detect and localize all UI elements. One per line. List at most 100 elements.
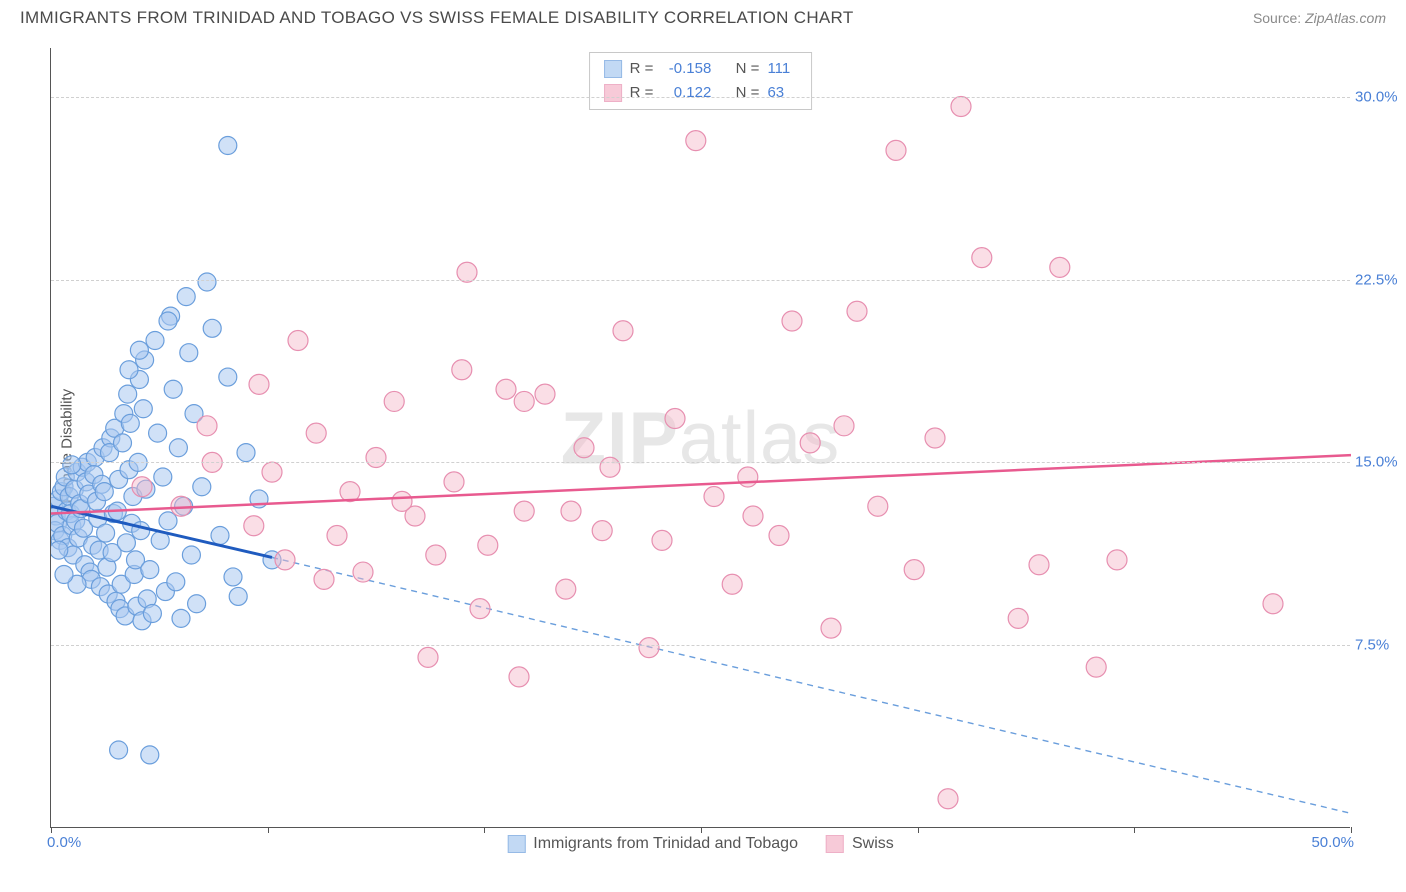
swiss-point: [639, 638, 659, 658]
swiss-point: [938, 789, 958, 809]
x-tick: [268, 827, 269, 833]
trinidad-point: [143, 605, 161, 623]
swiss-point: [1029, 555, 1049, 575]
trinidad-point: [203, 319, 221, 337]
swiss-point: [197, 416, 217, 436]
gridline-h: [51, 462, 1350, 463]
swiss-point: [722, 574, 742, 594]
swiss-point: [769, 526, 789, 546]
swiss-point: [738, 467, 758, 487]
source-attribution: Source: ZipAtlas.com: [1253, 10, 1386, 26]
swiss-point: [132, 477, 152, 497]
n-label: N =: [736, 81, 760, 105]
trinidad-point: [172, 609, 190, 627]
swiss-point: [496, 379, 516, 399]
x-min-label: 0.0%: [47, 834, 81, 851]
swiss-point: [600, 457, 620, 477]
swiss-point: [1086, 657, 1106, 677]
r-value-swiss: 0.122: [661, 81, 711, 105]
chart-area: ZIPatlas R =-0.158 N =111R =0.122 N =63 …: [50, 48, 1350, 828]
swiss-point: [613, 321, 633, 341]
r-value-trinidad: -0.158: [661, 57, 711, 81]
swiss-point: [1008, 608, 1028, 628]
n-label: N =: [736, 57, 760, 81]
legend-series: Immigrants from Trinidad and Tobago Swiss: [507, 835, 894, 853]
swiss-point: [470, 599, 490, 619]
swiss-point: [426, 545, 446, 565]
swiss-point: [886, 140, 906, 160]
x-tick: [701, 827, 702, 833]
swiss-point: [314, 569, 334, 589]
swiss-point: [951, 97, 971, 117]
trinidad-point: [51, 541, 68, 559]
legend-stats: R =-0.158 N =111R =0.122 N =63: [589, 52, 813, 110]
swiss-point: [452, 360, 472, 380]
swiss-point: [652, 530, 672, 550]
swiss-point: [834, 416, 854, 436]
x-tick: [1351, 827, 1352, 833]
swiss-point: [800, 433, 820, 453]
trinidad-point: [110, 741, 128, 759]
swiss-point: [1107, 550, 1127, 570]
swiss-point: [782, 311, 802, 331]
x-tick: [1134, 827, 1135, 833]
swiss-point: [444, 472, 464, 492]
trinidad-point: [177, 288, 195, 306]
trinidad-point: [134, 400, 152, 418]
trinidad-point: [55, 566, 73, 584]
trinidad-point: [188, 595, 206, 613]
trinidad-point: [224, 568, 242, 586]
y-tick-label: 30.0%: [1355, 88, 1406, 105]
n-value-swiss: 63: [767, 81, 797, 105]
gridline-h: [51, 645, 1350, 646]
trinidad-point: [117, 534, 135, 552]
x-max-label: 50.0%: [1311, 834, 1354, 851]
gridline-h: [51, 280, 1350, 281]
legend-swatch-swiss: [604, 84, 622, 102]
legend-stat-row-swiss: R = 0.122 N = 63: [604, 81, 798, 105]
swiss-point: [249, 374, 269, 394]
x-tick: [51, 827, 52, 833]
swiss-point: [821, 618, 841, 638]
y-tick-label: 22.5%: [1355, 271, 1406, 288]
scatter-svg: [51, 48, 1351, 828]
trinidad-point: [180, 344, 198, 362]
swiss-point: [366, 448, 386, 468]
swiss-trendline: [51, 455, 1351, 514]
trinidad-point: [130, 341, 148, 359]
trinidad-point: [120, 361, 138, 379]
trinidad-point: [219, 368, 237, 386]
y-tick-label: 7.5%: [1355, 637, 1406, 654]
trinidad-point: [219, 137, 237, 155]
swiss-point: [418, 647, 438, 667]
swiss-point: [1050, 257, 1070, 277]
legend-swatch-trinidad: [507, 835, 525, 853]
trinidad-point: [141, 746, 159, 764]
trinidad-point: [237, 444, 255, 462]
legend-item-swiss: Swiss: [826, 835, 894, 853]
swiss-point: [514, 501, 534, 521]
swiss-point: [244, 516, 264, 536]
trinidad-point: [193, 478, 211, 496]
swiss-point: [904, 560, 924, 580]
trinidad-point: [146, 332, 164, 350]
r-label: R =: [630, 81, 654, 105]
trinidad-point: [159, 512, 177, 530]
chart-title: IMMIGRANTS FROM TRINIDAD AND TOBAGO VS S…: [20, 8, 854, 28]
swiss-point: [535, 384, 555, 404]
trinidad-point: [141, 561, 159, 579]
swiss-point: [925, 428, 945, 448]
swiss-point: [665, 409, 685, 429]
swiss-point: [868, 496, 888, 516]
legend-label-trinidad: Immigrants from Trinidad and Tobago: [533, 835, 798, 853]
trinidad-point: [63, 456, 81, 474]
trinidad-point: [149, 424, 167, 442]
swiss-point: [972, 248, 992, 268]
trinidad-point: [95, 483, 113, 501]
y-tick-label: 15.0%: [1355, 454, 1406, 471]
trinidad-point: [159, 312, 177, 330]
trinidad-point: [121, 414, 139, 432]
swiss-point: [392, 491, 412, 511]
swiss-point: [327, 526, 347, 546]
swiss-point: [288, 331, 308, 351]
